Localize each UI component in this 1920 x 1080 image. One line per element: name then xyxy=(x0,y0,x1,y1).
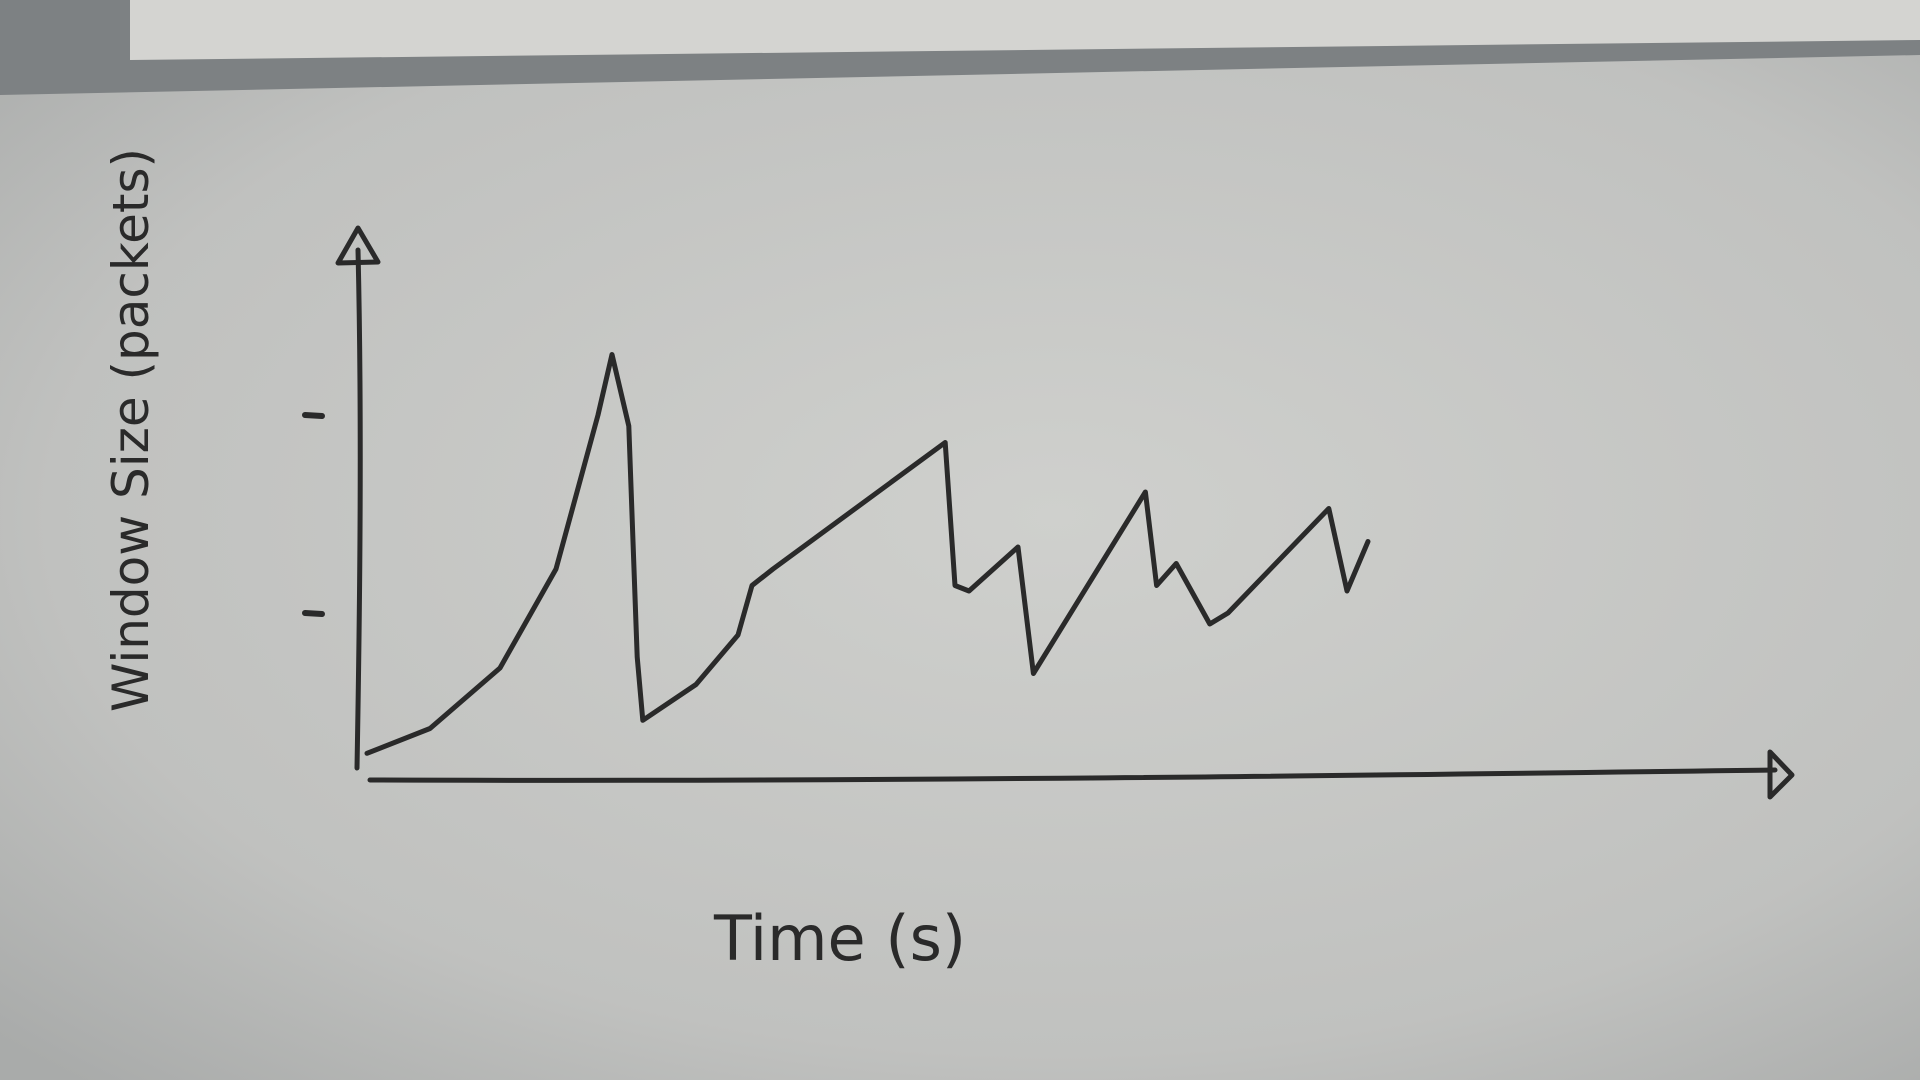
y-axis-arrowhead xyxy=(335,225,381,266)
plot-area xyxy=(364,352,1371,756)
series-line-1 xyxy=(364,352,1371,756)
y-axis-line xyxy=(354,247,363,771)
x-axis-arrowhead xyxy=(1767,749,1795,800)
paper-sheet xyxy=(0,55,1920,1080)
paper-back-sheet xyxy=(130,0,1920,60)
axes xyxy=(335,225,1795,800)
y-tick-mark-1 xyxy=(302,610,325,617)
y-tick-mark-2 xyxy=(302,412,325,419)
x-axis-line xyxy=(367,767,1778,783)
y-ticks xyxy=(302,412,325,617)
y-axis-label: Window Size (packets) xyxy=(102,148,160,712)
x-axis-label: Time (s) xyxy=(713,902,966,975)
